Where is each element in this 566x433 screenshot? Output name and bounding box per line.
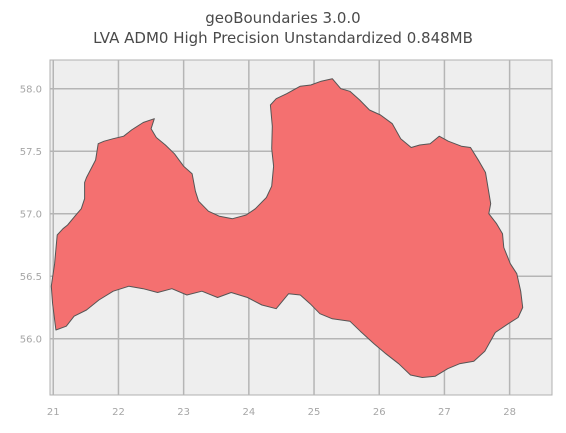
x-tick-label: 26: [373, 407, 386, 418]
x-tick-label: 24: [242, 407, 255, 418]
x-tick-label: 22: [112, 407, 125, 418]
x-tick-label: 28: [503, 407, 516, 418]
x-tick-label: 25: [308, 407, 321, 418]
x-tick-label: 21: [47, 407, 60, 418]
y-tick-label: 58.0: [20, 84, 42, 95]
map-title: geoBoundaries 3.0.0 LVA ADM0 High Precis…: [0, 8, 566, 48]
y-tick-labels: 56.0 56.5 57.0 57.5 58.0: [20, 84, 42, 345]
y-tick-label: 57.5: [20, 147, 42, 158]
title-line-1: geoBoundaries 3.0.0: [205, 9, 361, 27]
x-tick-label: 27: [438, 407, 451, 418]
y-tick-label: 56.0: [20, 334, 42, 345]
x-tick-label: 23: [177, 407, 190, 418]
y-tick-label: 56.5: [20, 272, 42, 283]
y-tick-label: 57.0: [20, 209, 42, 220]
title-line-2: LVA ADM0 High Precision Unstandardized 0…: [93, 29, 473, 47]
x-tick-labels: 21 22 23 24 25 26 27 28: [47, 407, 516, 418]
country-boundary-latvia: [50, 78, 524, 378]
